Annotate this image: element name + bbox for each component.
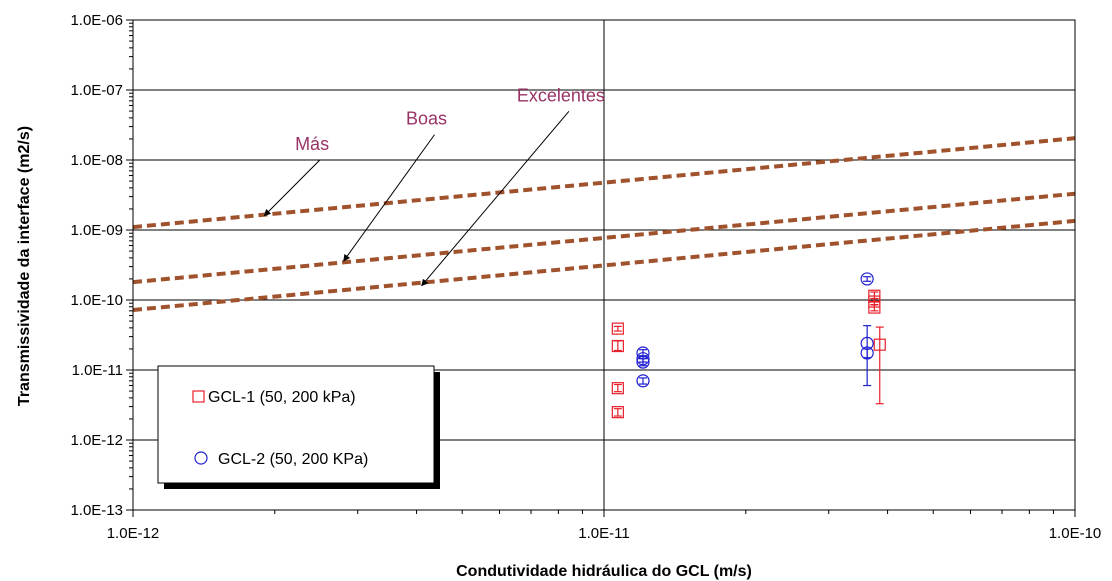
legend-marker-gcl-1	[192, 390, 205, 403]
data-point-square	[873, 338, 886, 351]
data-point-circle	[636, 374, 650, 388]
legend-label-gcl-1: GCL-1 (50, 200 kPa)	[208, 389, 356, 406]
data-point-circle	[860, 272, 874, 286]
y-tick-label: 1.0E-06	[70, 12, 123, 29]
annotation-arrow-3	[421, 110, 570, 287]
series-2	[636, 272, 874, 388]
y-tick-label: 1.0E-12	[70, 432, 123, 449]
annotations: Más Boas Excelentes	[263, 85, 605, 287]
reference-line-2	[132, 191, 1076, 285]
reference-lines	[132, 136, 1076, 312]
y-tick-label: 1.0E-13	[70, 502, 123, 519]
data-point-square	[611, 339, 624, 353]
data-point-square	[611, 322, 624, 335]
x-axis-ticks: 1.0E-12 1.0E-11 1.0E-10	[107, 510, 1102, 542]
annotation-label-1: Más	[295, 134, 329, 154]
annotation-arrow-2	[343, 134, 435, 262]
reference-line-1	[132, 136, 1076, 230]
legend-marker-gcl-2	[194, 451, 208, 465]
data-point-square	[611, 382, 624, 395]
y-tick-label: 1.0E-10	[70, 292, 123, 309]
legend-label-gcl-2: GCL-2 (50, 200 KPa)	[218, 451, 368, 468]
x-tick-label: 1.0E-10	[1049, 525, 1102, 542]
data-point-circle	[636, 355, 650, 369]
reference-line-3	[132, 218, 1076, 312]
y-tick-label: 1.0E-11	[72, 362, 123, 379]
data-point-circle	[860, 346, 874, 360]
x-tick-label: 1.0E-12	[107, 525, 160, 542]
legend: GCL-1 (50, 200 kPa) GCL-2 (50, 200 KPa)	[157, 365, 440, 489]
y-axis-title: Transmissividade da interface (m2/s)	[16, 126, 33, 406]
x-axis-title: Condutividade hidráulica do GCL (m/s)	[456, 563, 752, 580]
y-tick-label: 1.0E-07	[70, 82, 123, 99]
data-point-square	[868, 301, 881, 314]
data-series	[611, 272, 886, 419]
annotation-label-2: Boas	[406, 109, 447, 129]
annotation-arrow-1	[263, 159, 321, 217]
x-tick-label: 1.0E-11	[578, 525, 629, 542]
series-1	[611, 289, 886, 419]
annotation-label-3: Excelentes	[517, 85, 605, 105]
data-point-square	[611, 406, 624, 419]
y-tick-label: 1.0E-08	[70, 152, 123, 169]
y-tick-label: 1.0E-09	[70, 222, 123, 239]
y-axis-ticks: 1.0E-06 1.0E-07 1.0E-08 1.0E-09 1.0E-10 1.0E-…	[70, 12, 133, 519]
